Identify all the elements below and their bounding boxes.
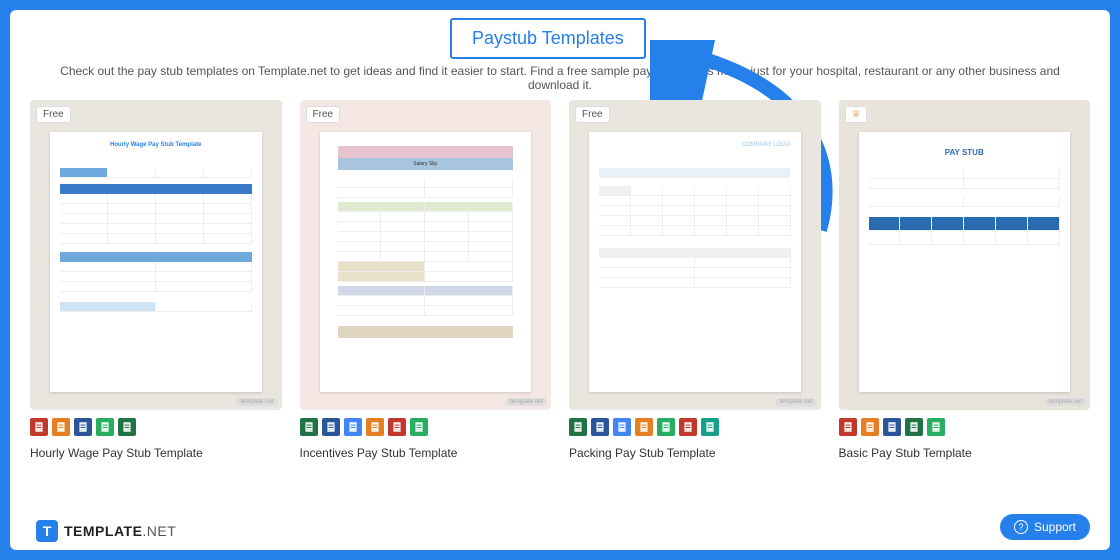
excel-format-icon[interactable] xyxy=(905,418,923,436)
template-preview: COMPANY LOGO xyxy=(589,132,801,392)
brand-logo-icon: T xyxy=(36,520,58,542)
format-icon-row xyxy=(839,418,1091,436)
doc-format-icon[interactable] xyxy=(861,418,879,436)
gdoc-format-icon[interactable] xyxy=(613,418,631,436)
pdf-format-icon[interactable] xyxy=(839,418,857,436)
word-format-icon[interactable] xyxy=(322,418,340,436)
template-title: Basic Pay Stub Template xyxy=(839,446,1091,460)
template-card[interactable]: ♕ PAY STUB template.net Basic Pay Stub xyxy=(839,100,1091,460)
excel-format-icon[interactable] xyxy=(569,418,587,436)
pdf-format-icon[interactable] xyxy=(388,418,406,436)
watermark: template.net xyxy=(236,398,277,406)
sheet-format-icon[interactable] xyxy=(96,418,114,436)
help-icon: ? xyxy=(1014,520,1028,534)
watermark: template.net xyxy=(775,398,816,406)
excel-format-icon[interactable] xyxy=(300,418,318,436)
watermark: template.net xyxy=(1045,398,1086,406)
sheet-format-icon[interactable] xyxy=(927,418,945,436)
free-badge: Free xyxy=(36,106,71,123)
template-card[interactable]: Free COMPANY LOGO xyxy=(569,100,821,460)
page-title-tag: Paystub Templates xyxy=(450,18,646,59)
word-format-icon[interactable] xyxy=(883,418,901,436)
template-preview: Hourly Wage Pay Stub Template xyxy=(50,132,262,392)
template-thumbnail: ♕ PAY STUB template.net xyxy=(839,100,1091,410)
template-thumbnail: Free Salary Slip xyxy=(300,100,552,410)
page-frame: Paystub Templates Check out the pay stub… xyxy=(10,10,1110,550)
word-format-icon[interactable] xyxy=(74,418,92,436)
template-preview: Salary Slip xyxy=(320,132,532,392)
support-button[interactable]: ? Support xyxy=(1000,514,1090,540)
sheet-format-icon[interactable] xyxy=(410,418,428,436)
sheet-format-icon[interactable] xyxy=(657,418,675,436)
premium-badge: ♕ xyxy=(845,106,868,123)
num-format-icon[interactable] xyxy=(701,418,719,436)
template-thumbnail: Free COMPANY LOGO xyxy=(569,100,821,410)
page-inner: Paystub Templates Check out the pay stub… xyxy=(10,10,1110,550)
watermark: template.net xyxy=(506,398,547,406)
template-title: Incentives Pay Stub Template xyxy=(300,446,552,460)
doc-format-icon[interactable] xyxy=(635,418,653,436)
template-card[interactable]: Free Hourly Wage Pay Stub Template xyxy=(30,100,282,460)
excel-format-icon[interactable] xyxy=(118,418,136,436)
free-badge: Free xyxy=(575,106,610,123)
template-title: Packing Pay Stub Template xyxy=(569,446,821,460)
template-thumbnail: Free Hourly Wage Pay Stub Template xyxy=(30,100,282,410)
pdf-format-icon[interactable] xyxy=(30,418,48,436)
preview-title: Hourly Wage Pay Stub Template xyxy=(60,142,252,148)
word-format-icon[interactable] xyxy=(591,418,609,436)
doc-format-icon[interactable] xyxy=(52,418,70,436)
template-preview: PAY STUB xyxy=(859,132,1071,392)
format-icon-row xyxy=(30,418,282,436)
page-description: Check out the pay stub templates on Temp… xyxy=(10,64,1110,92)
format-icon-row xyxy=(300,418,552,436)
format-icon-row xyxy=(569,418,821,436)
brand-footer: T TEMPLATE.NET xyxy=(36,520,176,542)
pdf-format-icon[interactable] xyxy=(679,418,697,436)
gdoc-format-icon[interactable] xyxy=(344,418,362,436)
brand-logo-text: TEMPLATE.NET xyxy=(64,523,176,539)
template-card[interactable]: Free Salary Slip xyxy=(300,100,552,460)
free-badge: Free xyxy=(306,106,341,123)
doc-format-icon[interactable] xyxy=(366,418,384,436)
support-label: Support xyxy=(1034,520,1076,534)
template-card-row: Free Hourly Wage Pay Stub Template xyxy=(30,100,1090,460)
template-title: Hourly Wage Pay Stub Template xyxy=(30,446,282,460)
